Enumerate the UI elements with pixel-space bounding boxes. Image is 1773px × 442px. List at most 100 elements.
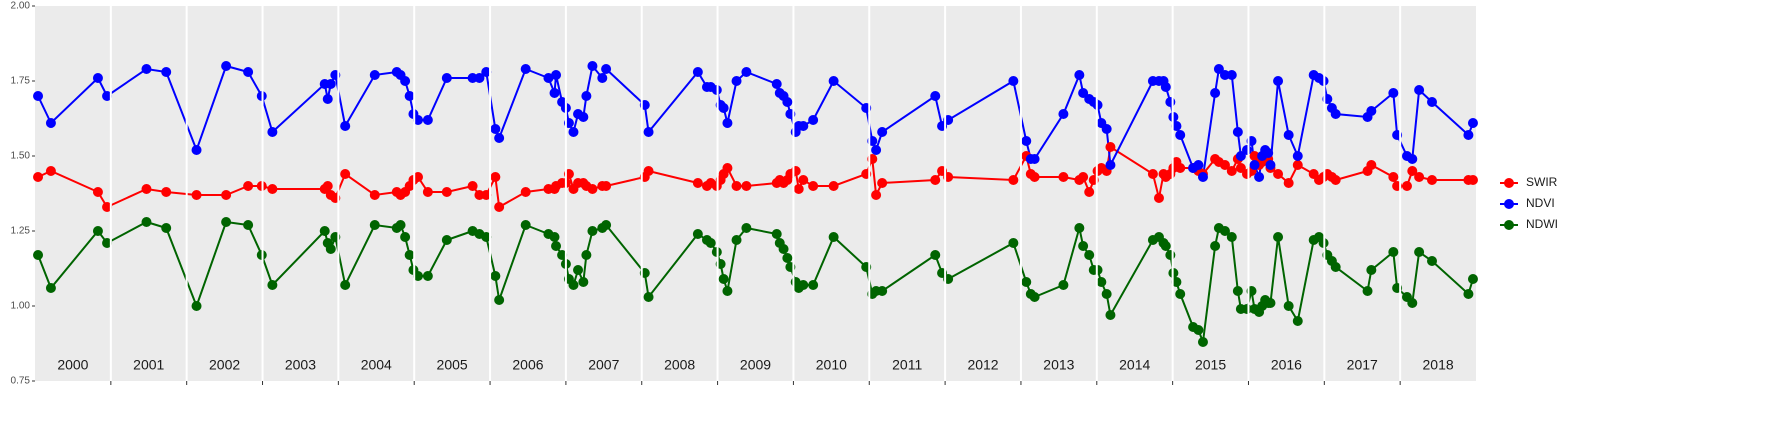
x-tick-label: 2000 <box>57 357 88 373</box>
data-point <box>551 241 562 251</box>
data-point <box>573 265 584 275</box>
data-point <box>441 187 452 197</box>
x-tick-label: 2014 <box>1119 357 1150 373</box>
data-point <box>1427 256 1438 266</box>
data-point <box>1008 175 1019 185</box>
data-point <box>581 91 592 101</box>
data-point <box>1165 250 1176 260</box>
data-point <box>1226 232 1237 242</box>
data-point <box>1407 298 1418 308</box>
legend-marker <box>1504 178 1514 188</box>
data-point <box>808 280 819 290</box>
data-point <box>557 250 568 260</box>
data-point <box>1330 175 1341 185</box>
data-point <box>33 91 44 101</box>
data-point <box>587 184 598 194</box>
data-point <box>400 76 411 86</box>
data-point <box>1249 151 1260 161</box>
data-point <box>340 280 351 290</box>
data-point <box>1171 121 1182 131</box>
data-point <box>828 232 839 242</box>
data-point <box>422 115 433 125</box>
data-point <box>828 181 839 191</box>
data-point <box>1362 286 1373 296</box>
data-point <box>467 181 478 191</box>
data-point <box>45 118 56 128</box>
data-point <box>798 280 809 290</box>
data-point <box>494 133 505 143</box>
data-point <box>243 220 254 230</box>
data-point <box>1273 169 1284 179</box>
y-tick-label: 1.00 <box>11 301 31 312</box>
x-tick-label: 2001 <box>133 357 164 373</box>
x-tick-label: 2007 <box>588 357 619 373</box>
data-point <box>1330 109 1341 119</box>
data-point <box>1232 286 1243 296</box>
data-point <box>494 295 505 305</box>
data-point <box>422 271 433 281</box>
data-point <box>643 166 654 176</box>
data-point <box>597 73 608 83</box>
data-point <box>1210 241 1221 251</box>
data-point <box>92 226 103 236</box>
data-point <box>1388 172 1399 182</box>
data-point <box>325 244 336 254</box>
y-tick-label: 0.75 <box>11 376 31 387</box>
data-point <box>161 67 172 77</box>
data-point <box>243 67 254 77</box>
data-point <box>731 235 742 245</box>
data-point <box>1078 172 1089 182</box>
data-point <box>1226 70 1237 80</box>
data-point <box>413 172 424 182</box>
x-tick-label: 2018 <box>1423 357 1454 373</box>
data-point <box>1263 148 1274 158</box>
data-point <box>1029 154 1040 164</box>
data-point <box>587 61 598 71</box>
x-tick-label: 2008 <box>664 357 695 373</box>
legend-marker <box>1504 220 1514 230</box>
x-tick-label: 2010 <box>816 357 847 373</box>
data-point <box>322 94 333 104</box>
legend-label: NDVI <box>1526 196 1555 210</box>
y-tick-label: 2.00 <box>11 1 31 12</box>
data-point <box>1265 160 1276 170</box>
data-point <box>1273 76 1284 86</box>
data-point <box>404 91 415 101</box>
data-point <box>474 73 485 83</box>
data-point <box>1249 160 1260 170</box>
data-point <box>1171 277 1182 287</box>
data-point <box>1283 301 1294 311</box>
data-point <box>1058 109 1069 119</box>
data-point <box>102 202 113 212</box>
data-point <box>578 112 589 122</box>
x-tick-label: 2015 <box>1195 357 1226 373</box>
data-point <box>92 187 103 197</box>
data-point <box>1414 247 1425 257</box>
data-point <box>267 280 278 290</box>
data-point <box>1105 310 1116 320</box>
data-point <box>1292 151 1303 161</box>
legend-label: SWIR <box>1526 175 1558 189</box>
data-point <box>871 145 882 155</box>
data-point <box>481 190 492 200</box>
data-point <box>369 220 380 230</box>
data-point <box>1153 193 1164 203</box>
data-point <box>1388 88 1399 98</box>
data-point <box>243 181 254 191</box>
data-point <box>221 190 232 200</box>
data-point <box>1388 247 1399 257</box>
data-point <box>1008 238 1019 248</box>
data-point <box>1147 169 1158 179</box>
data-point <box>102 238 113 248</box>
data-point <box>601 220 612 230</box>
data-point <box>587 226 598 236</box>
data-point <box>543 73 554 83</box>
data-point <box>930 250 941 260</box>
data-point <box>1021 136 1032 146</box>
data-point <box>1366 106 1377 116</box>
data-point <box>551 70 562 80</box>
data-point <box>494 202 505 212</box>
data-point <box>790 166 801 176</box>
data-point <box>808 181 819 191</box>
data-point <box>1265 298 1276 308</box>
